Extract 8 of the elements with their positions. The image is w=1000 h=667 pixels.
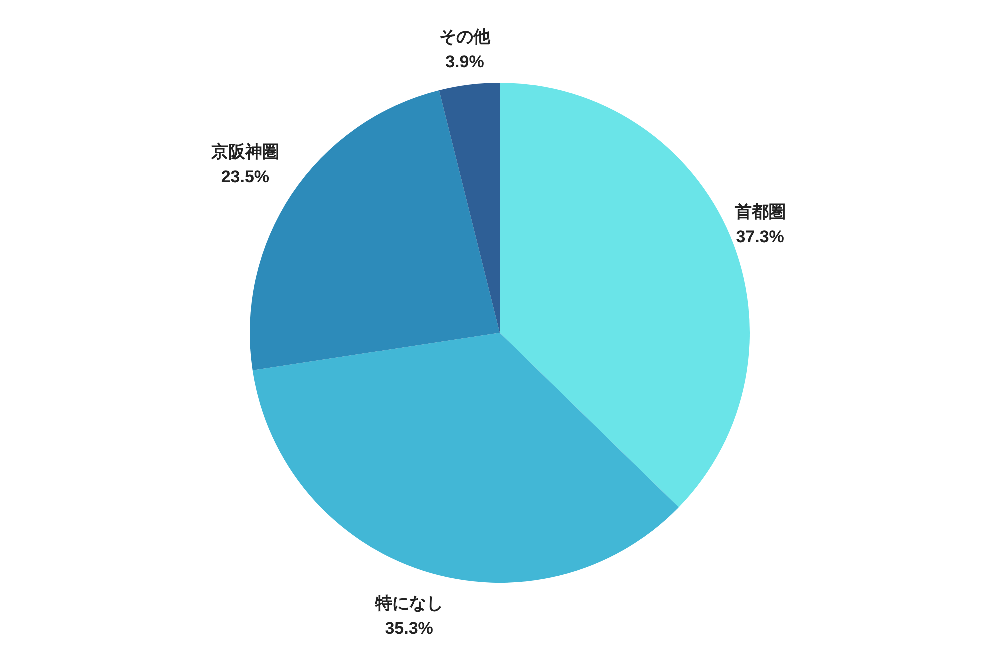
data-label: 37.3% bbox=[736, 227, 784, 246]
data-label: 3.9% bbox=[446, 52, 484, 72]
data-label: 23.5% bbox=[221, 167, 270, 186]
slice-label: 首都圏 bbox=[734, 202, 786, 222]
slice-label: その他 bbox=[439, 27, 492, 46]
data-label: 35.3% bbox=[385, 619, 434, 638]
slice-label: 特になし bbox=[374, 594, 444, 614]
slice-label: 京阪神圏 bbox=[210, 142, 280, 162]
